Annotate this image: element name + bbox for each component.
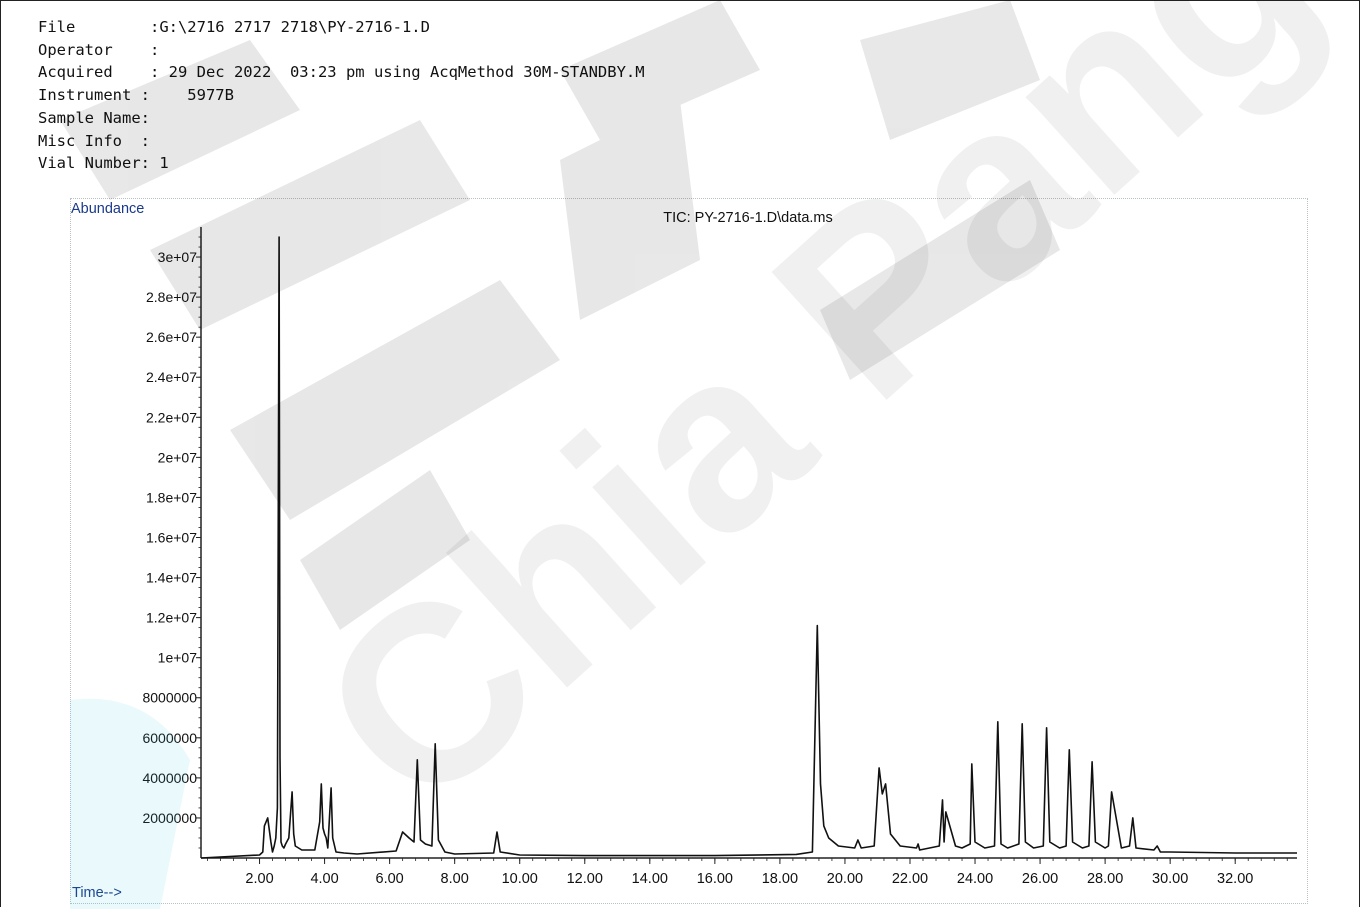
misc-info-row: Misc Info :	[38, 130, 645, 153]
file-value: :G:\2716 2717 2718\PY-2716-1.D	[149, 18, 430, 36]
plot-area	[200, 236, 1297, 859]
x-tick-label: 26.00	[1022, 871, 1058, 887]
y-tick-label: 2e+07	[158, 449, 198, 465]
report-header: File :G:\2716 2717 2718\PY-2716-1.D Oper…	[38, 16, 645, 175]
y-tick-label: 1.8e+07	[146, 489, 197, 505]
x-tick-label: 8.00	[441, 871, 469, 887]
misc-info-label: Misc Info :	[38, 131, 150, 150]
y-tick-label: 2.6e+07	[146, 329, 197, 345]
vial-number-value: 1	[149, 154, 169, 173]
acquired-label: Acquired	[38, 63, 150, 82]
x-tick-label: 22.00	[892, 871, 928, 887]
tic-trace	[200, 236, 1297, 859]
vial-number-row: Vial Number: 1	[38, 152, 645, 175]
y-axis-label: Abundance	[71, 201, 144, 217]
acquired-value: : 29 Dec 2022 03:23 pm using AcqMethod 3…	[149, 63, 645, 82]
y-tick-label: 1.2e+07	[146, 610, 197, 626]
x-tick-label: 32.00	[1217, 871, 1253, 887]
x-tick-label: 30.00	[1152, 871, 1188, 887]
sample-name-label: Sample Name:	[38, 108, 150, 127]
x-tick-label: 4.00	[310, 871, 338, 887]
sample-name-row: Sample Name:	[38, 107, 645, 130]
y-tick-label: 8000000	[142, 690, 197, 706]
axes: 2000000 4000000 6000000 8000000 1e+07 1.2e+07…	[142, 227, 1297, 887]
chart-title: TIC: PY-2716-1.D\data.ms	[663, 210, 833, 226]
x-tick-label: 14.00	[632, 871, 668, 887]
x-tick-label: 6.00	[376, 871, 404, 887]
instrument-row: Instrument : 5977B	[38, 84, 645, 107]
x-tick-label: 20.00	[827, 871, 863, 887]
y-tick-label: 1.6e+07	[146, 529, 197, 545]
y-tick-label: 2.8e+07	[146, 289, 197, 305]
y-tick-label: 6000000	[142, 730, 197, 746]
file-row: File :G:\2716 2717 2718\PY-2716-1.D	[38, 16, 645, 39]
y-tick-label: 4000000	[142, 770, 197, 786]
y-tick-label: 2000000	[142, 810, 197, 826]
chart-border	[70, 198, 1308, 904]
x-tick-label: 28.00	[1087, 871, 1123, 887]
y-tick-label: 2.2e+07	[146, 409, 197, 425]
x-tick-label: 10.00	[502, 871, 538, 887]
operator-label: Operator	[38, 40, 150, 59]
x-tick-label: 12.00	[567, 871, 603, 887]
acquired-row: Acquired : 29 Dec 2022 03:23 pm using Ac…	[38, 61, 645, 84]
file-label: File	[38, 18, 150, 36]
x-tick-label: 2.00	[245, 871, 273, 887]
y-tick-label: 2.4e+07	[146, 369, 197, 385]
operator-row: Operator :	[38, 39, 645, 62]
vial-number-label: Vial Number:	[38, 154, 150, 173]
x-tick-label: 16.00	[697, 871, 733, 887]
x-axis-label: Time-->	[72, 885, 122, 901]
x-tick-label: 24.00	[957, 871, 993, 887]
y-tick-label: 3e+07	[158, 249, 198, 265]
y-tick-label: 1e+07	[158, 650, 198, 666]
instrument-value: 5977B	[149, 86, 234, 105]
operator-value: :	[149, 40, 160, 59]
x-tick-label: 18.00	[762, 871, 798, 887]
instrument-label: Instrument :	[38, 86, 150, 105]
y-tick-label: 1.4e+07	[146, 570, 197, 586]
